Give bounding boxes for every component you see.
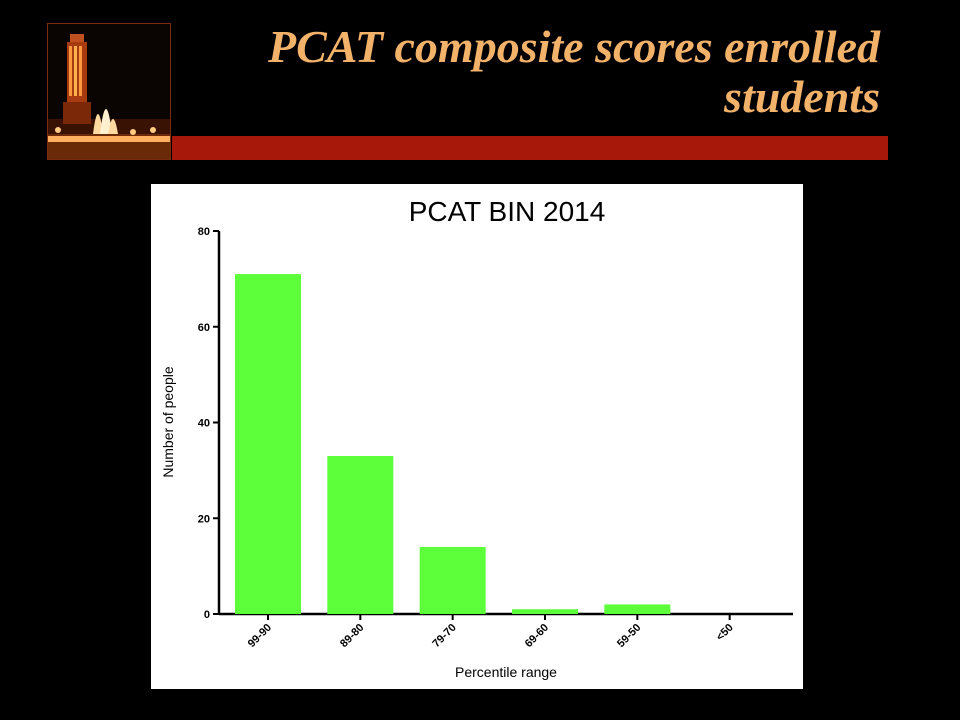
bar — [327, 456, 394, 614]
y-tick-label: 80 — [198, 226, 210, 238]
y-tick-label: 20 — [198, 513, 210, 525]
slide-title: PCAT composite scores enrolled students — [267, 21, 880, 122]
y-tick-label: 0 — [204, 609, 210, 621]
bar — [235, 274, 301, 614]
bar — [604, 604, 671, 614]
x-tick-label: 59-50 — [615, 622, 643, 650]
x-tick-label: <50 — [714, 622, 736, 644]
bar — [512, 609, 578, 614]
x-tick-label: 99-90 — [246, 622, 274, 650]
tower-fountain-icon — [48, 24, 170, 159]
title-accent-bar — [172, 136, 888, 160]
y-axis-label: Number of people — [160, 366, 176, 478]
bar-chart: PCAT BIN 2014 Number of people Percentil… — [160, 196, 793, 680]
chart-title: PCAT BIN 2014 — [409, 196, 606, 227]
bar — [419, 546, 486, 614]
chart-panel: PCAT BIN 2014 Number of people Percentil… — [151, 184, 803, 689]
y-tick-label: 40 — [198, 418, 210, 430]
x-tick-label: 79-70 — [430, 622, 458, 650]
x-tick-label: 89-80 — [338, 622, 366, 650]
y-tick-label: 60 — [198, 322, 210, 334]
x-tick-label: 69-60 — [523, 622, 551, 650]
x-axis-label: Percentile range — [455, 664, 557, 680]
header-photo — [47, 23, 171, 160]
